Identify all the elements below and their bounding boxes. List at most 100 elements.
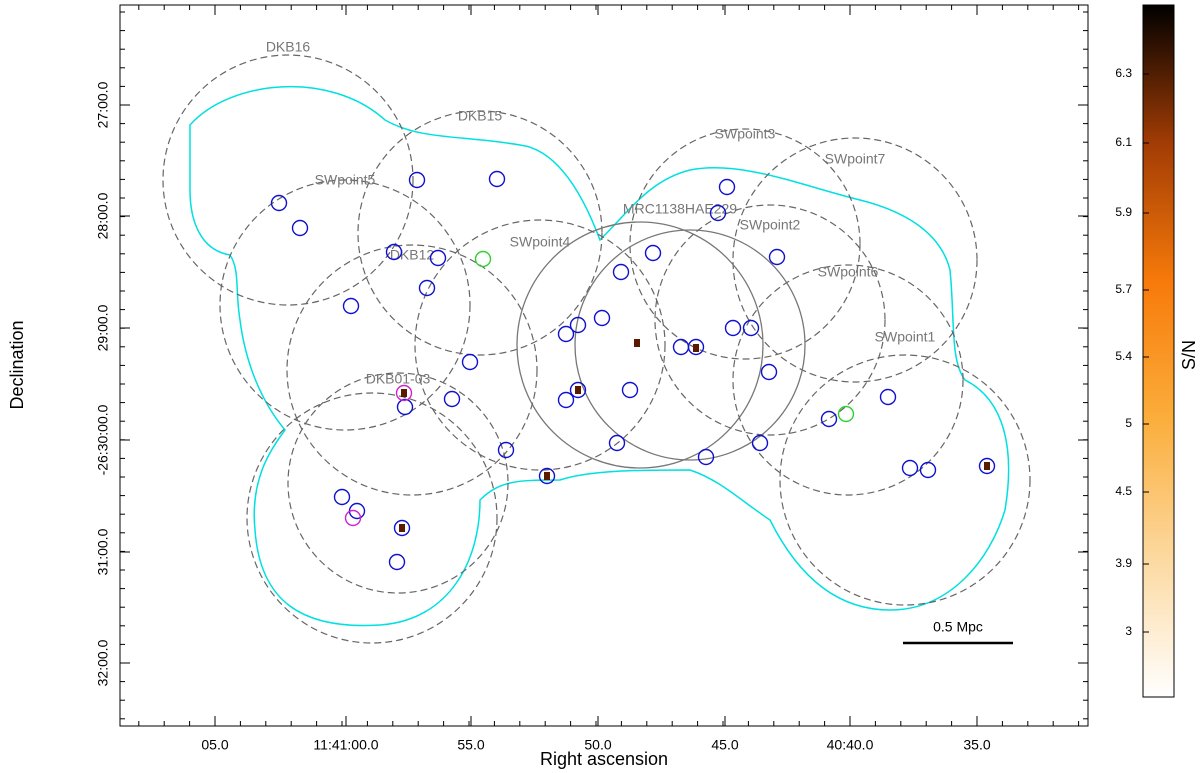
colorbar-tick-label: 5.9: [1115, 205, 1132, 219]
pointing-label: SWpoint5: [315, 172, 376, 188]
source-marker: [396, 398, 414, 416]
colorbar-tick-label: 5: [1125, 416, 1132, 430]
colorbar-label: S/N: [1179, 340, 1199, 370]
source-marker: [978, 457, 996, 475]
pointing-label: DKB12: [390, 247, 435, 263]
source-marker: [742, 319, 760, 337]
pointing-circle: [516, 221, 764, 469]
source-marker: [418, 279, 436, 297]
source-marker: [724, 319, 742, 337]
source-marker: [461, 353, 479, 371]
pointing-label: SWpoint1: [875, 329, 936, 345]
x-tick-label: 55.0: [457, 737, 484, 753]
coverage-contour: [189, 85, 1010, 627]
bright-pixel: [693, 344, 699, 352]
y-tick-label: 28:00.0: [95, 192, 111, 239]
x-tick-label: 45.0: [711, 737, 738, 753]
source-marker: [569, 381, 587, 399]
x-axis-label: Right ascension: [540, 749, 668, 769]
pointing-circle: [414, 219, 666, 471]
bright-pixel: [984, 462, 990, 470]
source-marker: [333, 488, 351, 506]
y-tick-label: -26:30:00.0: [95, 404, 111, 475]
pointing-circle: [732, 137, 978, 383]
scale-bar-label: 0.5 Mpc: [933, 619, 983, 635]
bright-pixel: [544, 472, 550, 480]
bright-pixel: [634, 339, 640, 347]
source-marker: [687, 338, 705, 356]
source-marker: [429, 249, 447, 267]
colorbar-tick-label: 5.4: [1115, 349, 1132, 363]
pointing-circle: [779, 354, 1031, 606]
source-marker: [621, 381, 639, 399]
source-marker: [443, 390, 461, 408]
pointing-circle: [357, 110, 603, 356]
bright-pixel: [575, 386, 581, 394]
colorbar-tick-label: 3: [1125, 624, 1132, 638]
source-marker: [644, 244, 662, 262]
source-marker: [837, 405, 855, 423]
source-marker: [768, 248, 786, 266]
pointing-circle: [246, 392, 498, 644]
bright-pixel: [399, 524, 405, 532]
source-marker: [291, 219, 309, 237]
source-marker: [270, 194, 288, 212]
pointing-circle: [287, 372, 509, 594]
source-marker: [820, 410, 838, 428]
pointing-label: DKB16: [266, 39, 311, 55]
source-marker: [718, 178, 736, 196]
y-tick-label: 27:00.0: [95, 81, 111, 128]
pointing-label: SWpoint7: [825, 151, 886, 167]
pointing-label: MRC1138HAE229: [623, 201, 737, 217]
pointing-circle: [219, 179, 471, 431]
pointing-label: SWpoint2: [740, 217, 801, 233]
source-marker: [557, 325, 575, 343]
x-tick-label: 11:41:00.0: [313, 737, 378, 753]
source-marker: [879, 388, 897, 406]
source-marker: [388, 553, 406, 571]
colorbar-tick-label: 6.1: [1115, 135, 1132, 149]
pointing-label: DKB01-03: [366, 371, 431, 387]
source-marker: [593, 309, 611, 327]
colorbar-tick-label: 5.7: [1115, 282, 1132, 296]
x-tick-label: 35.0: [963, 737, 990, 753]
y-tick-label: 29:00.0: [95, 304, 111, 351]
source-marker: [408, 171, 426, 189]
x-tick-label: 40:40.0: [827, 737, 874, 753]
source-marker: [538, 467, 556, 485]
source-marker: [393, 519, 411, 537]
pointing-circle: [574, 229, 806, 461]
x-tick-label: 50.0: [584, 737, 611, 753]
source-marker: [751, 434, 769, 452]
source-marker: [488, 170, 506, 188]
pointing-label: SWpoint4: [510, 234, 571, 250]
colorbar-tick-label: 6.3: [1115, 66, 1132, 80]
source-marker: [608, 434, 626, 452]
y-tick-label: 31:00.0: [95, 528, 111, 575]
pointing-circle: [732, 264, 964, 496]
plot-frame: [119, 4, 1089, 727]
pointing-circle: [162, 54, 414, 306]
pointing-label: DKB15: [458, 108, 503, 124]
colorbar-tick-label: 4.5: [1115, 484, 1132, 498]
source-marker: [497, 441, 515, 459]
source-marker: [557, 391, 575, 409]
y-axis-label: Declination: [7, 320, 27, 409]
y-tick-label: 32:00.0: [95, 639, 111, 686]
pointing-circle: [654, 204, 886, 436]
source-marker: [395, 384, 413, 402]
pointing-label: SWpoint6: [818, 264, 879, 280]
source-marker: [709, 204, 727, 222]
pointing-circle: [629, 128, 861, 360]
pointing-label: SWpoint3: [715, 126, 776, 142]
source-marker: [697, 448, 715, 466]
colorbar: [1142, 4, 1175, 698]
source-marker: [342, 297, 360, 315]
colorbar-tick-label: 3.9: [1115, 556, 1132, 570]
source-marker: [901, 459, 919, 477]
source-marker: [760, 363, 778, 381]
pointing-circle: [286, 244, 538, 496]
source-marker: [569, 316, 587, 334]
source-marker: [385, 243, 403, 261]
